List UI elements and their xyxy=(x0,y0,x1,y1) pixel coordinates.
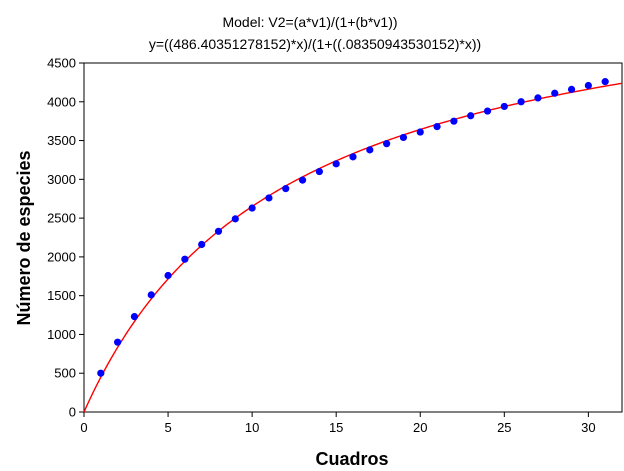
chart-title-line-1: Model: V2=(a*v1)/(1+(b*v1)) xyxy=(222,14,397,30)
data-point xyxy=(366,146,374,154)
data-point xyxy=(483,107,492,115)
y-tick-label: 3500 xyxy=(47,133,76,148)
data-point xyxy=(517,98,525,106)
data-point xyxy=(198,240,206,249)
y-tick-label: 1000 xyxy=(47,327,76,342)
x-axis-label: Cuadros xyxy=(315,449,388,469)
x-tick-label: 30 xyxy=(581,420,595,435)
data-point xyxy=(231,215,239,223)
data-point xyxy=(383,140,391,148)
y-tick-label: 1500 xyxy=(47,288,76,303)
data-point xyxy=(601,78,609,86)
data-point xyxy=(551,89,559,97)
data-point xyxy=(181,255,189,263)
y-tick-label: 4500 xyxy=(47,56,76,71)
y-tick-label: 0 xyxy=(69,405,76,420)
plot-area xyxy=(83,62,623,413)
data-point xyxy=(298,176,307,184)
y-tick-label: 500 xyxy=(54,366,76,381)
data-points xyxy=(97,78,609,377)
y-axis-ticks: 0 500 1000 1500 2000 2500 3000 3500 4000 4500 xyxy=(47,56,84,420)
y-tick-label: 3000 xyxy=(47,172,76,187)
data-point xyxy=(500,102,508,111)
data-point xyxy=(450,117,458,125)
data-point xyxy=(332,160,340,168)
y-axis-label: Número de especies xyxy=(14,150,34,325)
x-tick-label: 25 xyxy=(497,420,511,435)
y-tick-label: 4000 xyxy=(47,94,76,109)
data-point xyxy=(164,271,172,280)
x-tick-label: 20 xyxy=(413,420,427,435)
x-tick-label: 0 xyxy=(80,420,87,435)
x-tick-label: 5 xyxy=(164,420,171,435)
data-point xyxy=(147,291,155,299)
data-point xyxy=(534,94,542,102)
data-point xyxy=(416,128,424,136)
data-point xyxy=(349,153,357,161)
y-tick-label: 2500 xyxy=(47,211,76,226)
data-point xyxy=(214,227,223,235)
data-point xyxy=(265,194,273,202)
x-axis-ticks: 0 5 10 15 20 25 30 xyxy=(80,412,596,435)
y-tick-label: 2000 xyxy=(47,249,76,264)
data-point xyxy=(467,112,475,120)
data-point xyxy=(130,313,139,321)
data-point xyxy=(584,81,592,90)
data-point xyxy=(433,122,441,131)
x-tick-label: 15 xyxy=(329,420,343,435)
chart-title-line-2: y=((486.40351278152)*x)/(1+((.0835094353… xyxy=(149,36,481,52)
data-point xyxy=(248,204,256,212)
data-point xyxy=(97,369,105,377)
data-point xyxy=(315,167,323,176)
x-tick-label: 10 xyxy=(245,420,259,435)
data-point xyxy=(114,338,122,346)
data-point xyxy=(399,133,408,142)
data-point xyxy=(567,85,576,93)
data-point xyxy=(282,185,290,193)
